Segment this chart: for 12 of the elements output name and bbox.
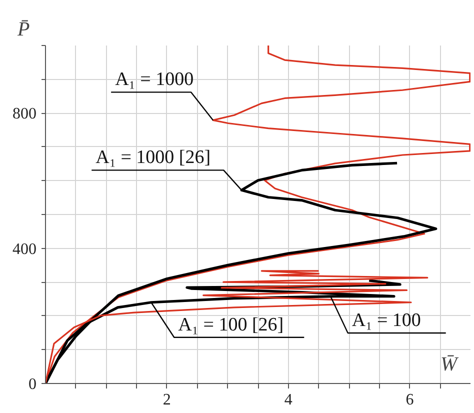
x-tick-label: 6 (406, 392, 414, 408)
y-tick-label: 400 (12, 240, 36, 258)
annotation: A₁ = 100 (352, 310, 421, 331)
x-tick-label: 2 (162, 392, 171, 408)
y-tick-label: 0 (28, 376, 36, 393)
y-tick-label: 800 (12, 106, 36, 123)
x-axis-title: W̄ (440, 354, 460, 376)
annotation: A₁ = 100 [26] (178, 314, 284, 336)
y-axis-title: P̄ (16, 18, 30, 40)
annotation: A₁ = 1000 [26] (96, 147, 211, 168)
x-tick-label: 4 (284, 392, 292, 408)
annotation: A₁ = 1000 (115, 69, 194, 90)
